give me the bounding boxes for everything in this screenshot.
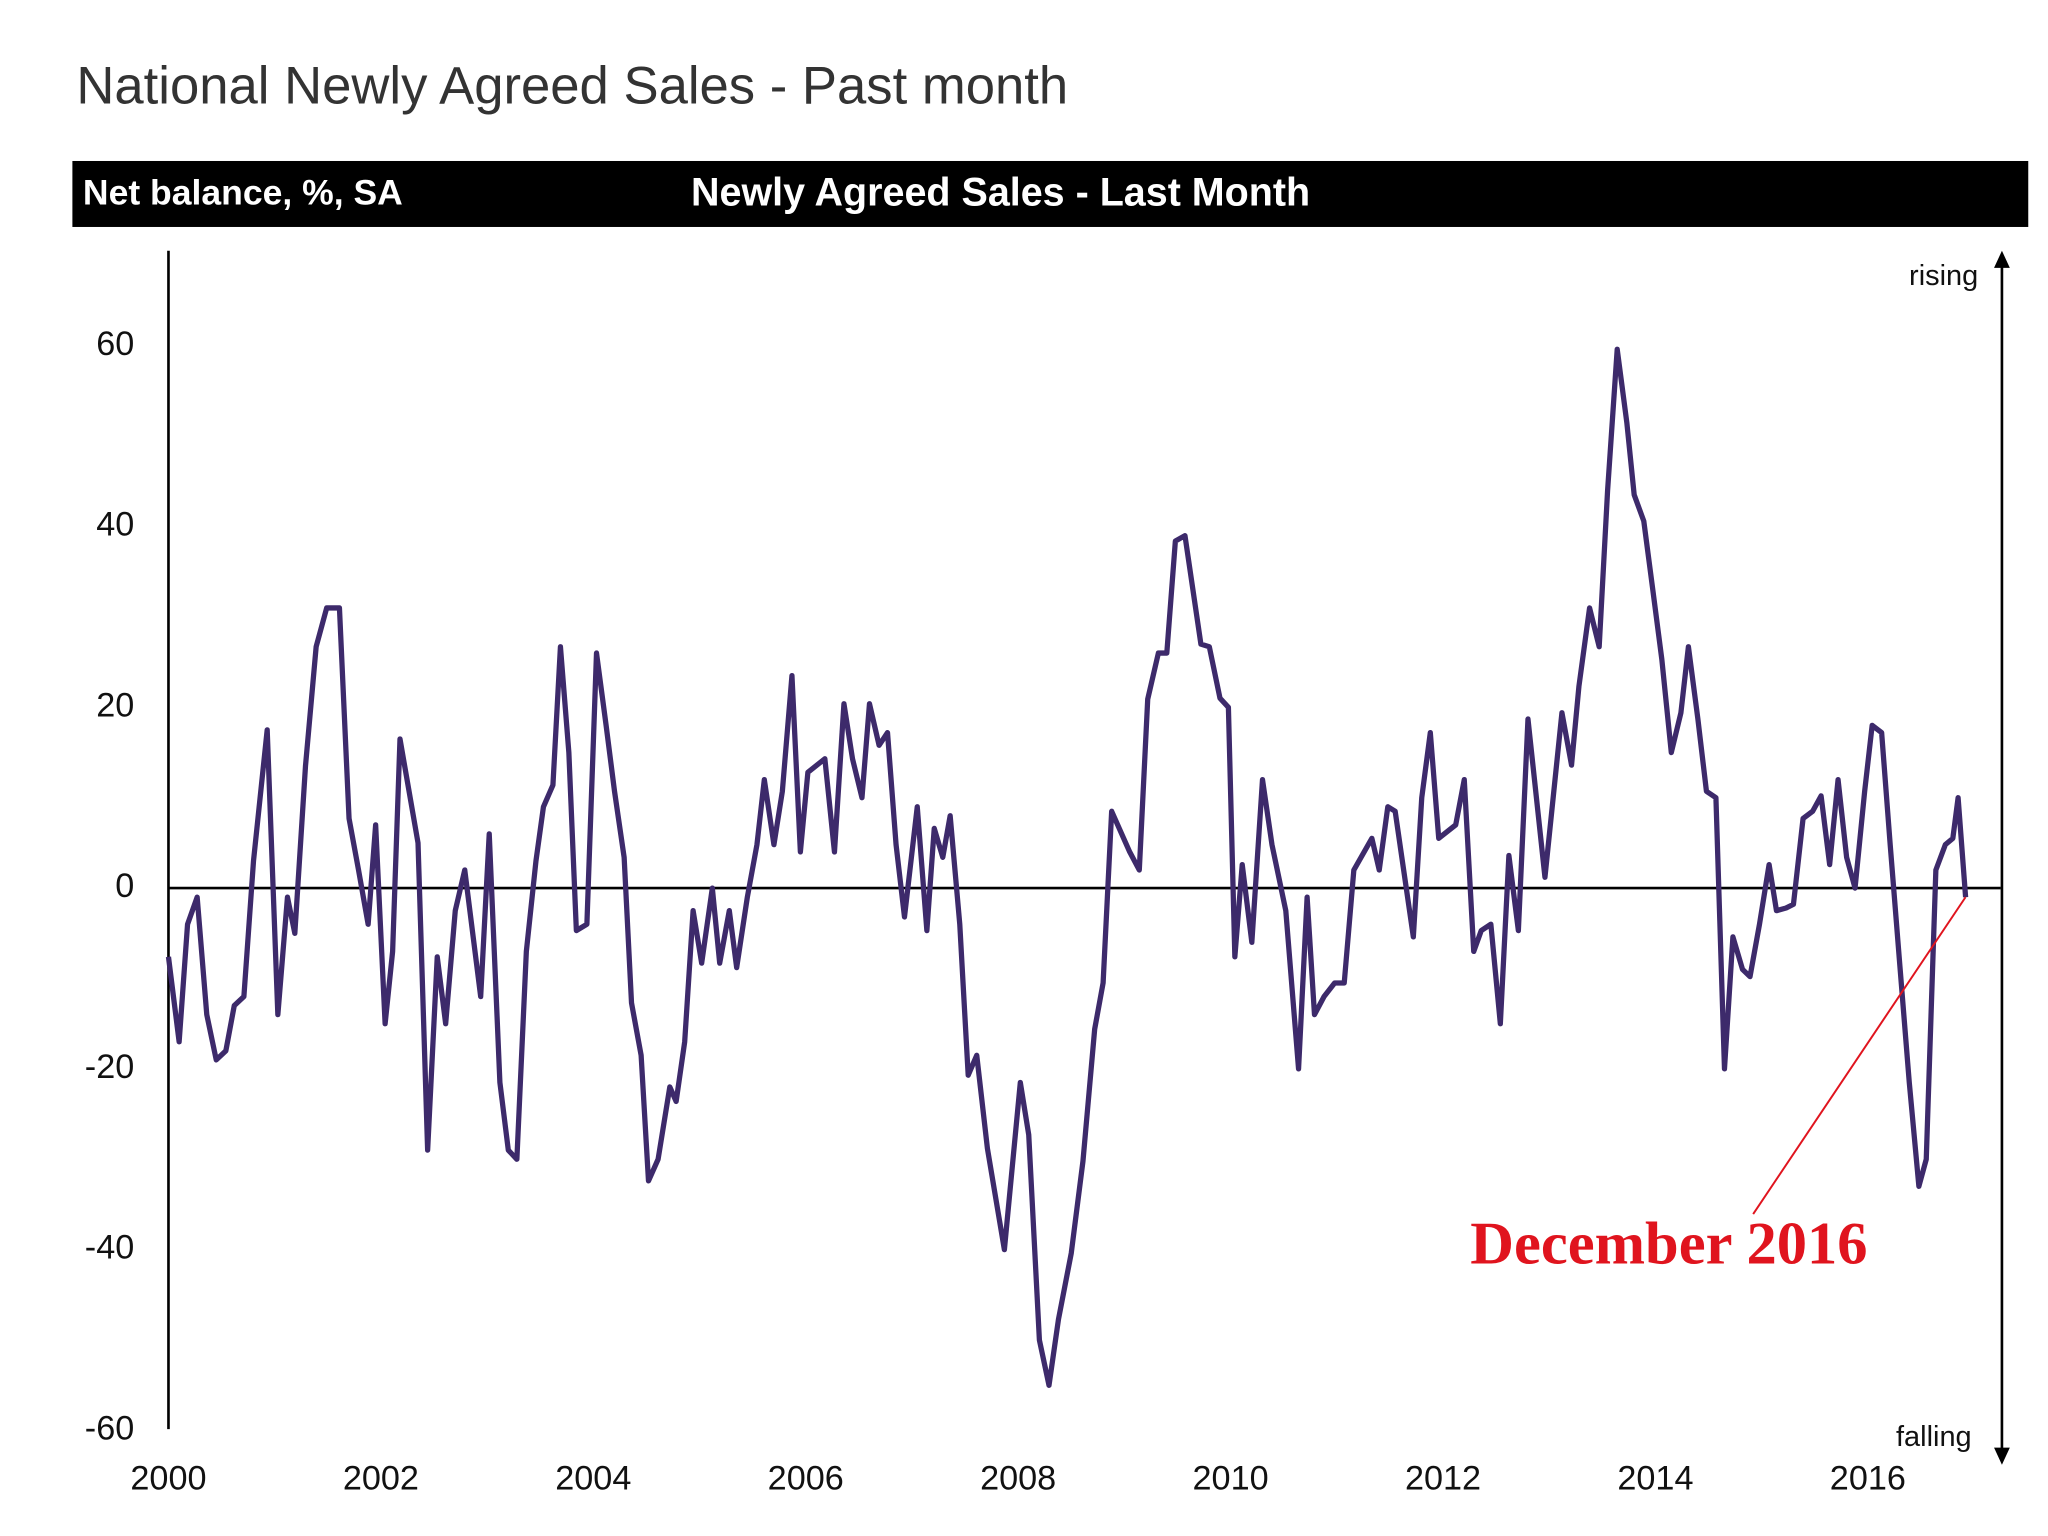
- callout-label: December 2016: [1470, 1211, 1867, 1278]
- x-tick-label: 2002: [343, 1460, 419, 1498]
- y-tick-label: -40: [85, 1229, 134, 1267]
- x-tick-label: 2004: [555, 1460, 631, 1498]
- x-tick-label: 2006: [768, 1460, 844, 1498]
- rising-label: rising: [1909, 260, 1978, 292]
- y-tick-label: 0: [115, 867, 134, 905]
- y-label: Net balance, %, SA: [83, 173, 403, 213]
- chart-title: National Newly Agreed Sales - Past month: [76, 57, 1068, 116]
- y-tick-label: 20: [96, 686, 134, 724]
- y-tick-label: 60: [96, 325, 134, 363]
- callout-line: [1752, 896, 1967, 1215]
- x-tick-label: 2016: [1830, 1460, 1906, 1498]
- header-band: [72, 160, 2029, 227]
- x-tick-label: 2012: [1405, 1460, 1481, 1498]
- x-tick-label: 2010: [1193, 1460, 1269, 1498]
- x-tick-label: 2014: [1617, 1460, 1693, 1498]
- arrow-down: [1994, 1447, 2010, 1465]
- x-tick-label: 2000: [130, 1460, 206, 1498]
- subtitle: Newly Agreed Sales - Last Month: [691, 171, 1310, 215]
- arrow-up: [1994, 250, 2010, 268]
- falling-label: falling: [1896, 1421, 1972, 1453]
- x-tick-label: 2008: [980, 1460, 1056, 1498]
- data-line: [165, 346, 1969, 1388]
- y-tick-label: 40: [96, 506, 134, 544]
- y-tick-label: -20: [85, 1048, 134, 1086]
- y-tick-label: -60: [85, 1409, 134, 1447]
